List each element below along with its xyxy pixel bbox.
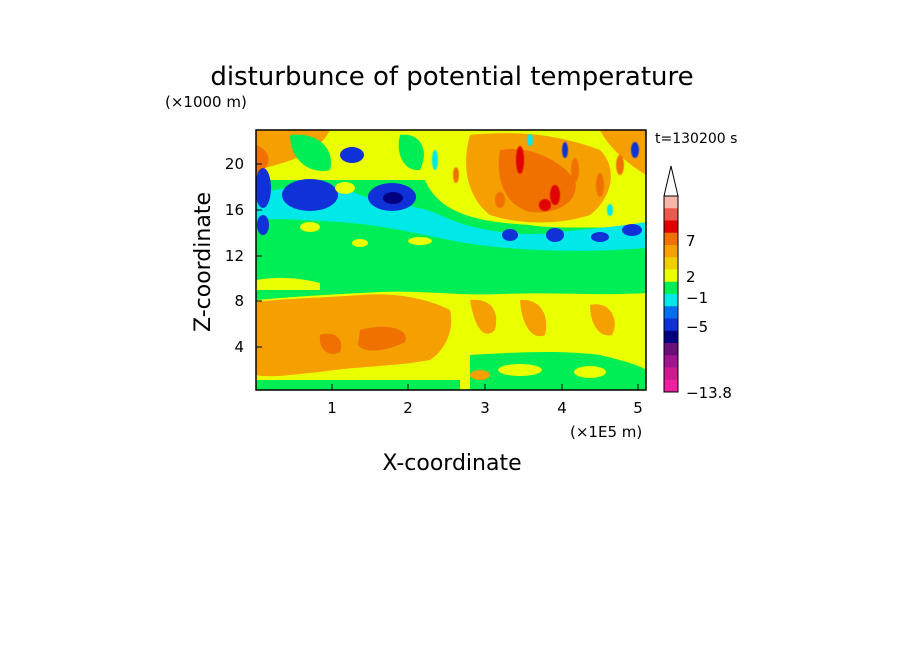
y-axis-label: Z-coordinate: [191, 192, 216, 332]
y-tick-label-20: 20: [225, 155, 244, 173]
x-tick-label-3: 3: [480, 399, 490, 417]
y-unit-label: (×1000 m): [165, 93, 247, 111]
colorbar-cell: [664, 343, 678, 356]
colorbar-cell: [664, 232, 678, 246]
x-axis-label: X-coordinate: [382, 451, 521, 476]
time-label: t=130200 s: [655, 131, 737, 147]
colorbar: 7 2 −1 −5 −13.8: [663, 165, 732, 402]
contour-field: [256, 130, 646, 390]
colorbar-extend-arrow: [663, 165, 679, 197]
colorbar-cell: [664, 220, 678, 234]
y-axis: 4 8 12 16 20 Z-coordinate: [191, 155, 262, 356]
colorbar-label-m1: −1: [686, 289, 708, 307]
colorbar-cell: [664, 257, 678, 270]
colorbar-label-m13-8: −13.8: [686, 384, 732, 402]
colorbar-cell: [664, 196, 678, 209]
colorbar-cell: [664, 245, 678, 258]
colorbar-cell: [664, 269, 678, 283]
x-axis: 1 2 3 4 5 (×1E5 m) X-coordinate: [327, 384, 643, 476]
chart-title: disturbunce of potential temperature: [210, 62, 693, 92]
y-tick-label-4: 4: [234, 338, 244, 356]
colorbar-cell: [664, 355, 678, 368]
plot-frame: [255, 129, 647, 391]
colorbar-cell: [664, 330, 678, 344]
colorbar-cells: [664, 196, 678, 393]
colorbar-frame: [663, 195, 679, 393]
colorbar-cell: [664, 367, 678, 381]
x-unit-label: (×1E5 m): [570, 423, 642, 441]
upper-right-noise: [432, 134, 639, 216]
colorbar-cell: [664, 281, 678, 295]
colorbar-cell: [664, 318, 678, 332]
colorbar-label-m5: −5: [686, 318, 708, 336]
y-tick-label-8: 8: [234, 292, 244, 310]
colorbar-cell: [664, 208, 678, 221]
colorbar-cell: [664, 379, 678, 393]
colorbar-cell: [664, 306, 678, 319]
colorbar-label-2: 2: [686, 268, 696, 286]
colorbar-label-7: 7: [686, 232, 696, 250]
x-tick-label-4: 4: [557, 399, 567, 417]
x-tick-label-2: 2: [403, 399, 413, 417]
x-tick-label-5: 5: [633, 399, 643, 417]
colorbar-cell: [664, 294, 678, 307]
x-tick-label-1: 1: [327, 399, 337, 417]
y-tick-label-16: 16: [225, 201, 244, 219]
y-tick-label-12: 12: [225, 247, 244, 265]
